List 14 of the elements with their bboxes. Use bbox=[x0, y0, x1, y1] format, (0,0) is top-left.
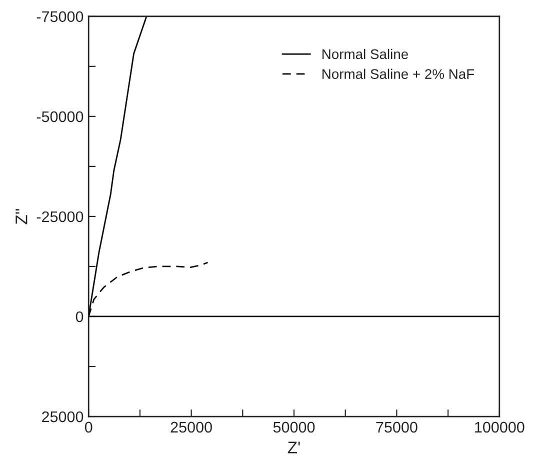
x-tick-label: 100000 bbox=[475, 422, 524, 433]
x-tick-label: 25000 bbox=[170, 422, 212, 433]
x-tick-label: 75000 bbox=[376, 422, 418, 433]
legend-label: Normal Saline bbox=[322, 48, 408, 60]
legend-label: Normal Saline + 2% NaF bbox=[322, 68, 474, 79]
y-tick-label: -25000 bbox=[36, 211, 84, 222]
x-tick-label: 50000 bbox=[273, 422, 315, 433]
y-tick-label: -75000 bbox=[36, 11, 84, 22]
y-tick-label: 25000 bbox=[42, 411, 84, 422]
x-tick-label: 0 bbox=[84, 422, 92, 433]
y-tick-label: 0 bbox=[76, 311, 84, 322]
y-tick-label: -50000 bbox=[36, 111, 84, 122]
x-axis-title: Z' bbox=[288, 442, 300, 454]
y-axis-title: Z'' bbox=[16, 209, 28, 224]
